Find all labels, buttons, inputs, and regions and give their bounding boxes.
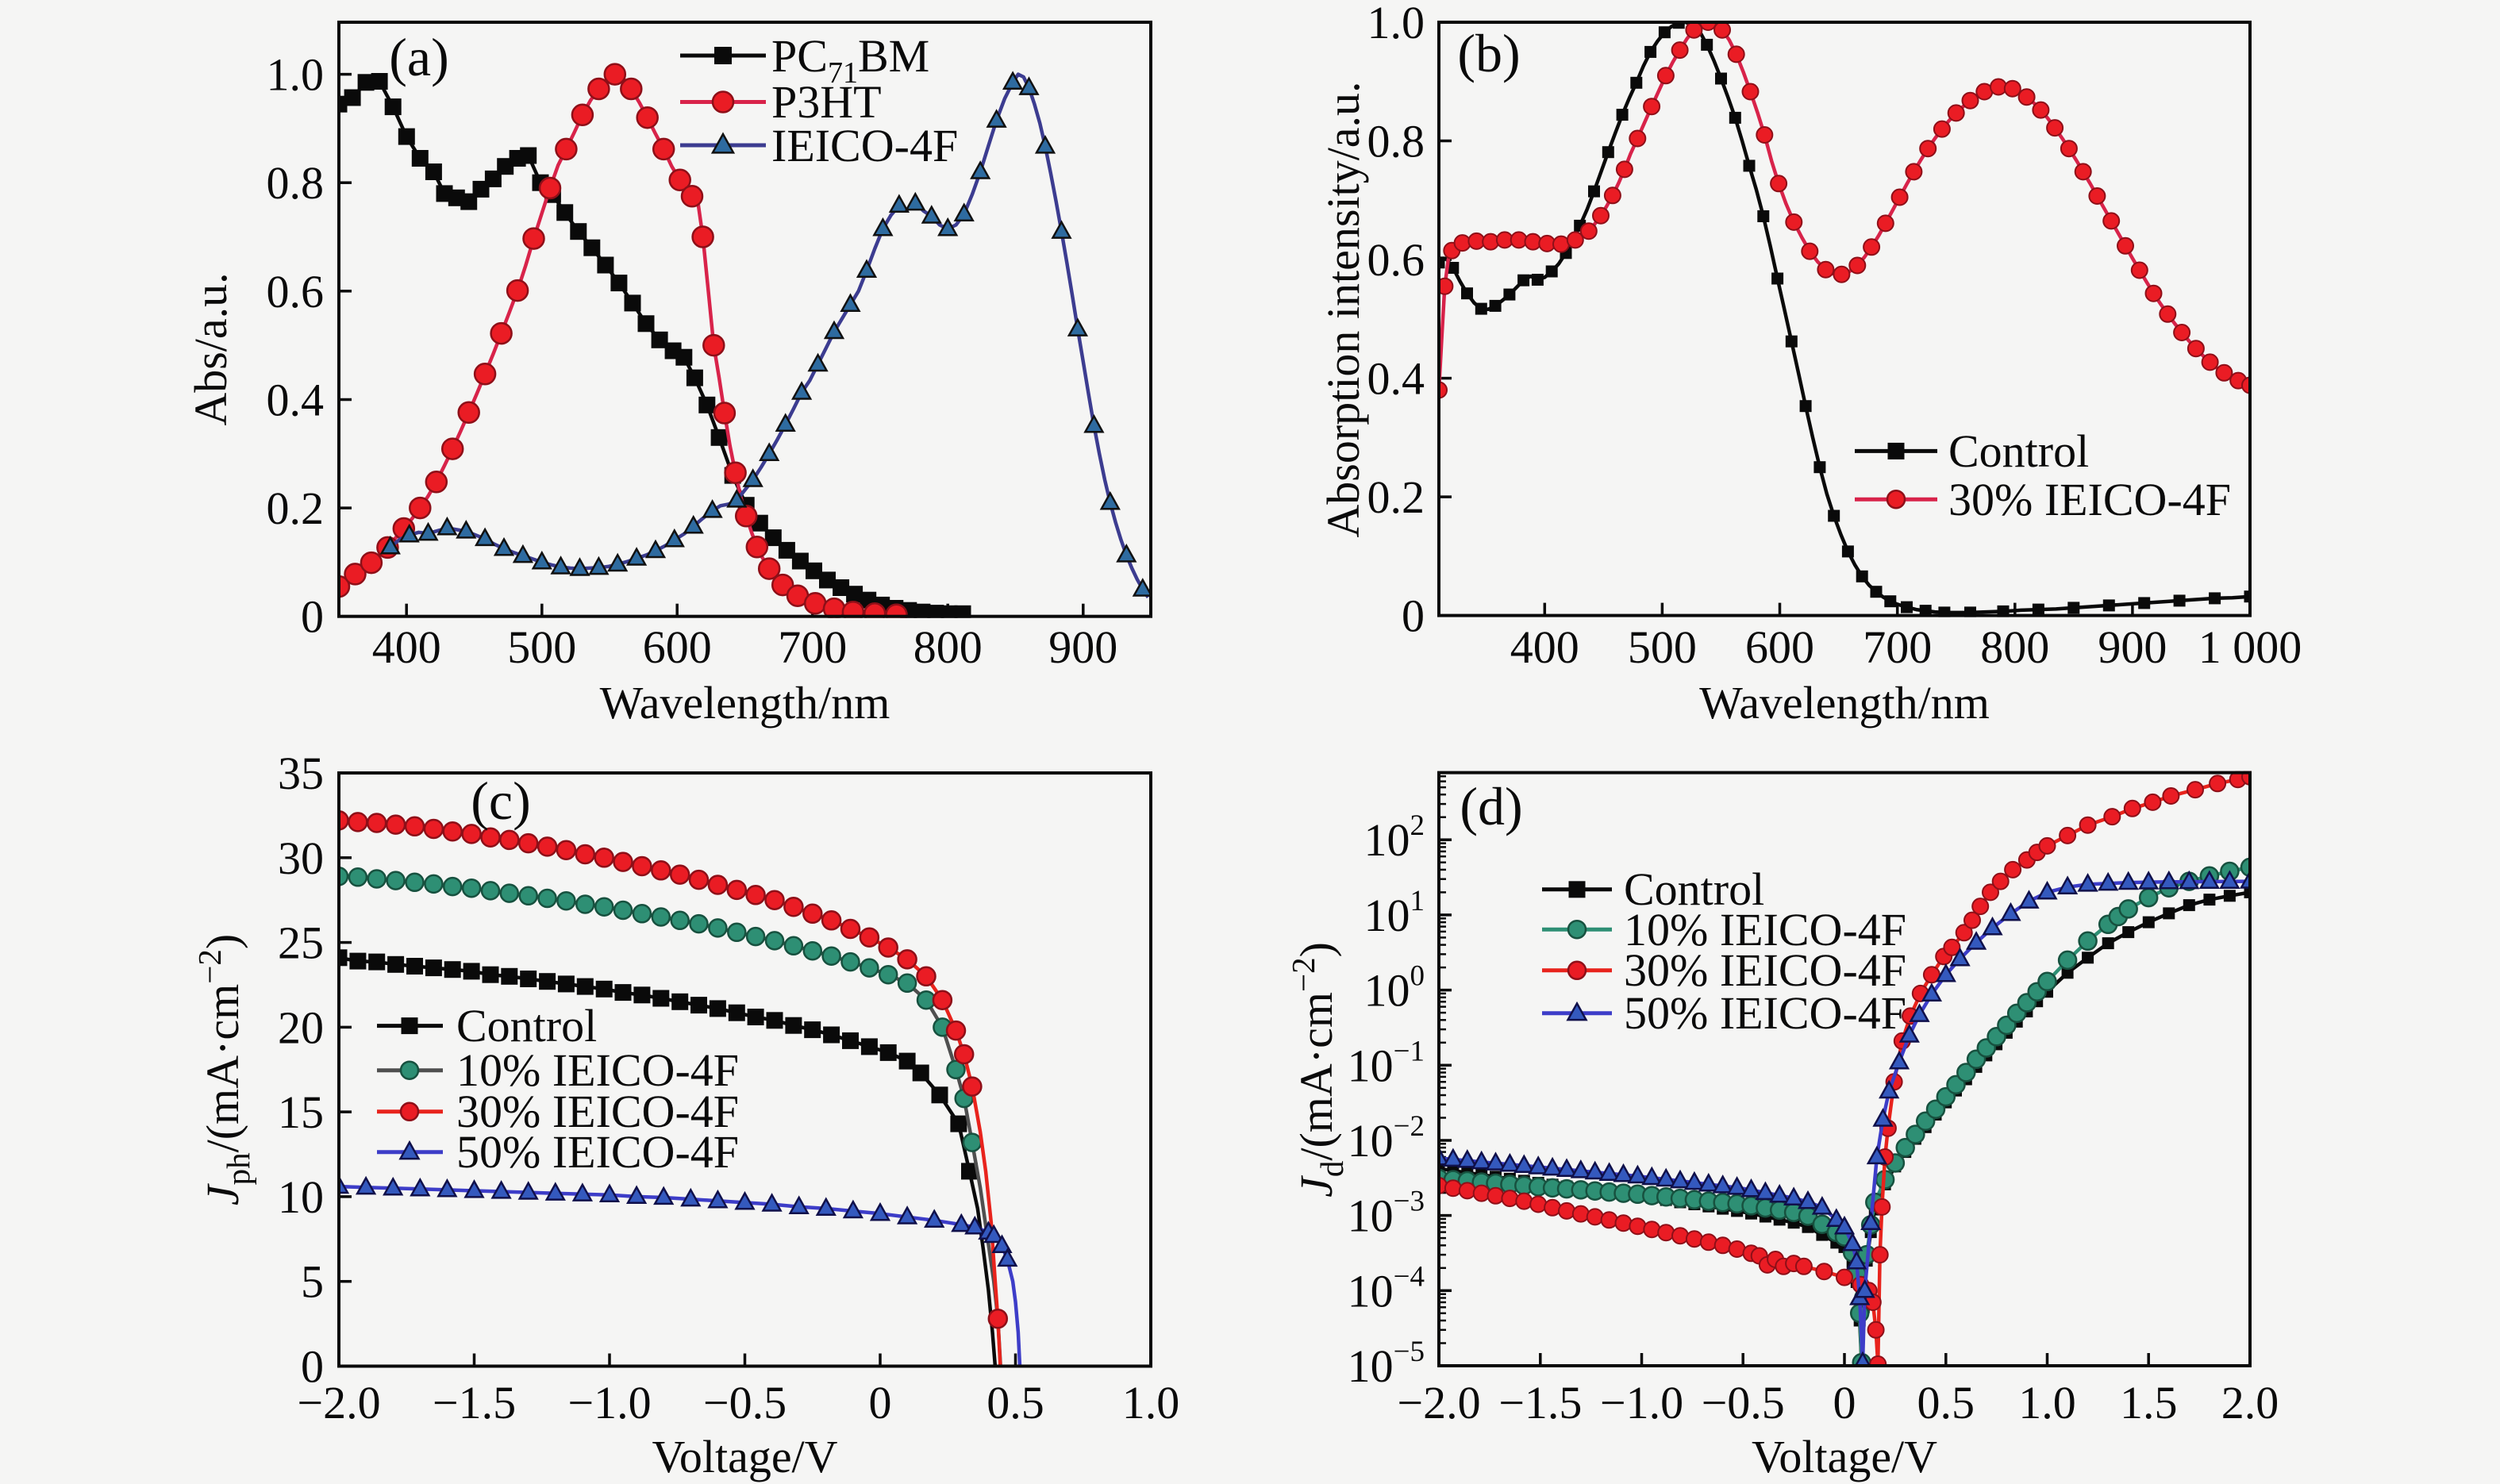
svg-text:0.5: 0.5 — [1917, 1377, 1975, 1428]
svg-text:1.0: 1.0 — [2018, 1377, 2076, 1428]
svg-text:−1.0: −1.0 — [567, 1377, 651, 1428]
svg-text:−1.0: −1.0 — [1600, 1377, 1683, 1428]
svg-text:30% IEICO-4F: 30% IEICO-4F — [1948, 474, 2231, 525]
svg-text:500: 500 — [1628, 621, 1697, 673]
svg-text:Jph/(mA·cm−2): Jph/(mA·cm−2) — [191, 934, 256, 1205]
svg-text:10% IEICO-4F: 10% IEICO-4F — [1624, 904, 1906, 955]
svg-text:0.5: 0.5 — [987, 1377, 1044, 1428]
svg-text:1.0: 1.0 — [267, 49, 325, 101]
svg-text:20: 20 — [278, 1002, 324, 1053]
svg-text:0.2: 0.2 — [1367, 471, 1425, 523]
svg-text:500: 500 — [507, 621, 576, 673]
svg-text:2.0: 2.0 — [2221, 1377, 2279, 1428]
svg-text:30% IEICO-4F: 30% IEICO-4F — [456, 1086, 739, 1137]
svg-text:Voltage/V: Voltage/V — [1752, 1431, 1937, 1482]
svg-text:1.5: 1.5 — [2120, 1377, 2178, 1428]
svg-text:600: 600 — [1745, 621, 1814, 673]
svg-text:700: 700 — [778, 621, 847, 673]
svg-text:(d): (d) — [1460, 776, 1522, 836]
svg-text:1.0: 1.0 — [1367, 0, 1425, 48]
svg-text:0.8: 0.8 — [1367, 116, 1425, 167]
svg-text:−0.5: −0.5 — [1702, 1377, 1785, 1428]
svg-text:(a): (a) — [389, 27, 448, 87]
svg-text:0.6: 0.6 — [1367, 234, 1425, 286]
svg-text:(b): (b) — [1457, 23, 1520, 83]
svg-text:(c): (c) — [471, 771, 530, 831]
svg-text:0: 0 — [301, 1341, 324, 1393]
svg-text:30% IEICO-4F: 30% IEICO-4F — [1624, 944, 1906, 996]
svg-text:25: 25 — [278, 917, 324, 969]
svg-text:10% IEICO-4F: 10% IEICO-4F — [456, 1044, 739, 1096]
svg-text:−1.5: −1.5 — [433, 1377, 516, 1428]
svg-text:50% IEICO-4F: 50% IEICO-4F — [1624, 987, 1906, 1039]
svg-text:800: 800 — [913, 621, 983, 673]
svg-text:0.2: 0.2 — [267, 482, 325, 534]
svg-text:1.0: 1.0 — [1122, 1377, 1180, 1428]
svg-text:0: 0 — [869, 1377, 892, 1428]
svg-text:Control: Control — [1624, 863, 1764, 915]
svg-text:0.4: 0.4 — [267, 375, 325, 426]
svg-text:Control: Control — [456, 1000, 597, 1051]
svg-text:30: 30 — [278, 832, 324, 884]
svg-text:900: 900 — [1048, 621, 1117, 673]
svg-text:101: 101 — [1364, 885, 1425, 941]
svg-text:800: 800 — [1980, 621, 2049, 673]
svg-text:Control: Control — [1948, 425, 2089, 477]
svg-text:Abs/a.u.: Abs/a.u. — [185, 272, 237, 425]
svg-text:0: 0 — [1402, 590, 1425, 642]
svg-text:Jd/(mA·cm−2): Jd/(mA·cm−2) — [1285, 942, 1350, 1198]
svg-text:Wavelength/nm: Wavelength/nm — [600, 677, 890, 729]
svg-text:35: 35 — [278, 748, 324, 799]
svg-text:0.6: 0.6 — [267, 266, 325, 317]
svg-text:50% IEICO-4F: 50% IEICO-4F — [456, 1126, 739, 1178]
svg-text:400: 400 — [1510, 621, 1579, 673]
svg-text:0.8: 0.8 — [267, 157, 325, 209]
svg-text:Voltage/V: Voltage/V — [652, 1431, 837, 1482]
svg-text:IEICO-4F: IEICO-4F — [771, 120, 958, 171]
svg-text:600: 600 — [643, 621, 712, 673]
svg-text:700: 700 — [1863, 621, 1932, 673]
svg-text:Wavelength/nm: Wavelength/nm — [1699, 677, 1990, 729]
svg-text:15: 15 — [278, 1086, 324, 1138]
svg-text:1 000: 1 000 — [2198, 621, 2302, 673]
svg-text:−1.5: −1.5 — [1498, 1377, 1582, 1428]
svg-text:5: 5 — [301, 1256, 324, 1308]
svg-text:400: 400 — [372, 621, 441, 673]
svg-text:10−3: 10−3 — [1348, 1186, 1425, 1242]
svg-text:10: 10 — [278, 1171, 324, 1223]
svg-text:Absorption intensity/a.u.: Absorption intensity/a.u. — [1317, 81, 1369, 537]
svg-text:−2.0: −2.0 — [1397, 1377, 1480, 1428]
svg-text:−0.5: −0.5 — [703, 1377, 787, 1428]
svg-text:P3HT: P3HT — [771, 76, 882, 128]
svg-text:−2.0: −2.0 — [297, 1377, 380, 1428]
svg-text:0.4: 0.4 — [1367, 353, 1425, 405]
svg-text:0: 0 — [301, 591, 324, 643]
svg-text:900: 900 — [2098, 621, 2167, 673]
svg-text:0: 0 — [1833, 1377, 1856, 1428]
